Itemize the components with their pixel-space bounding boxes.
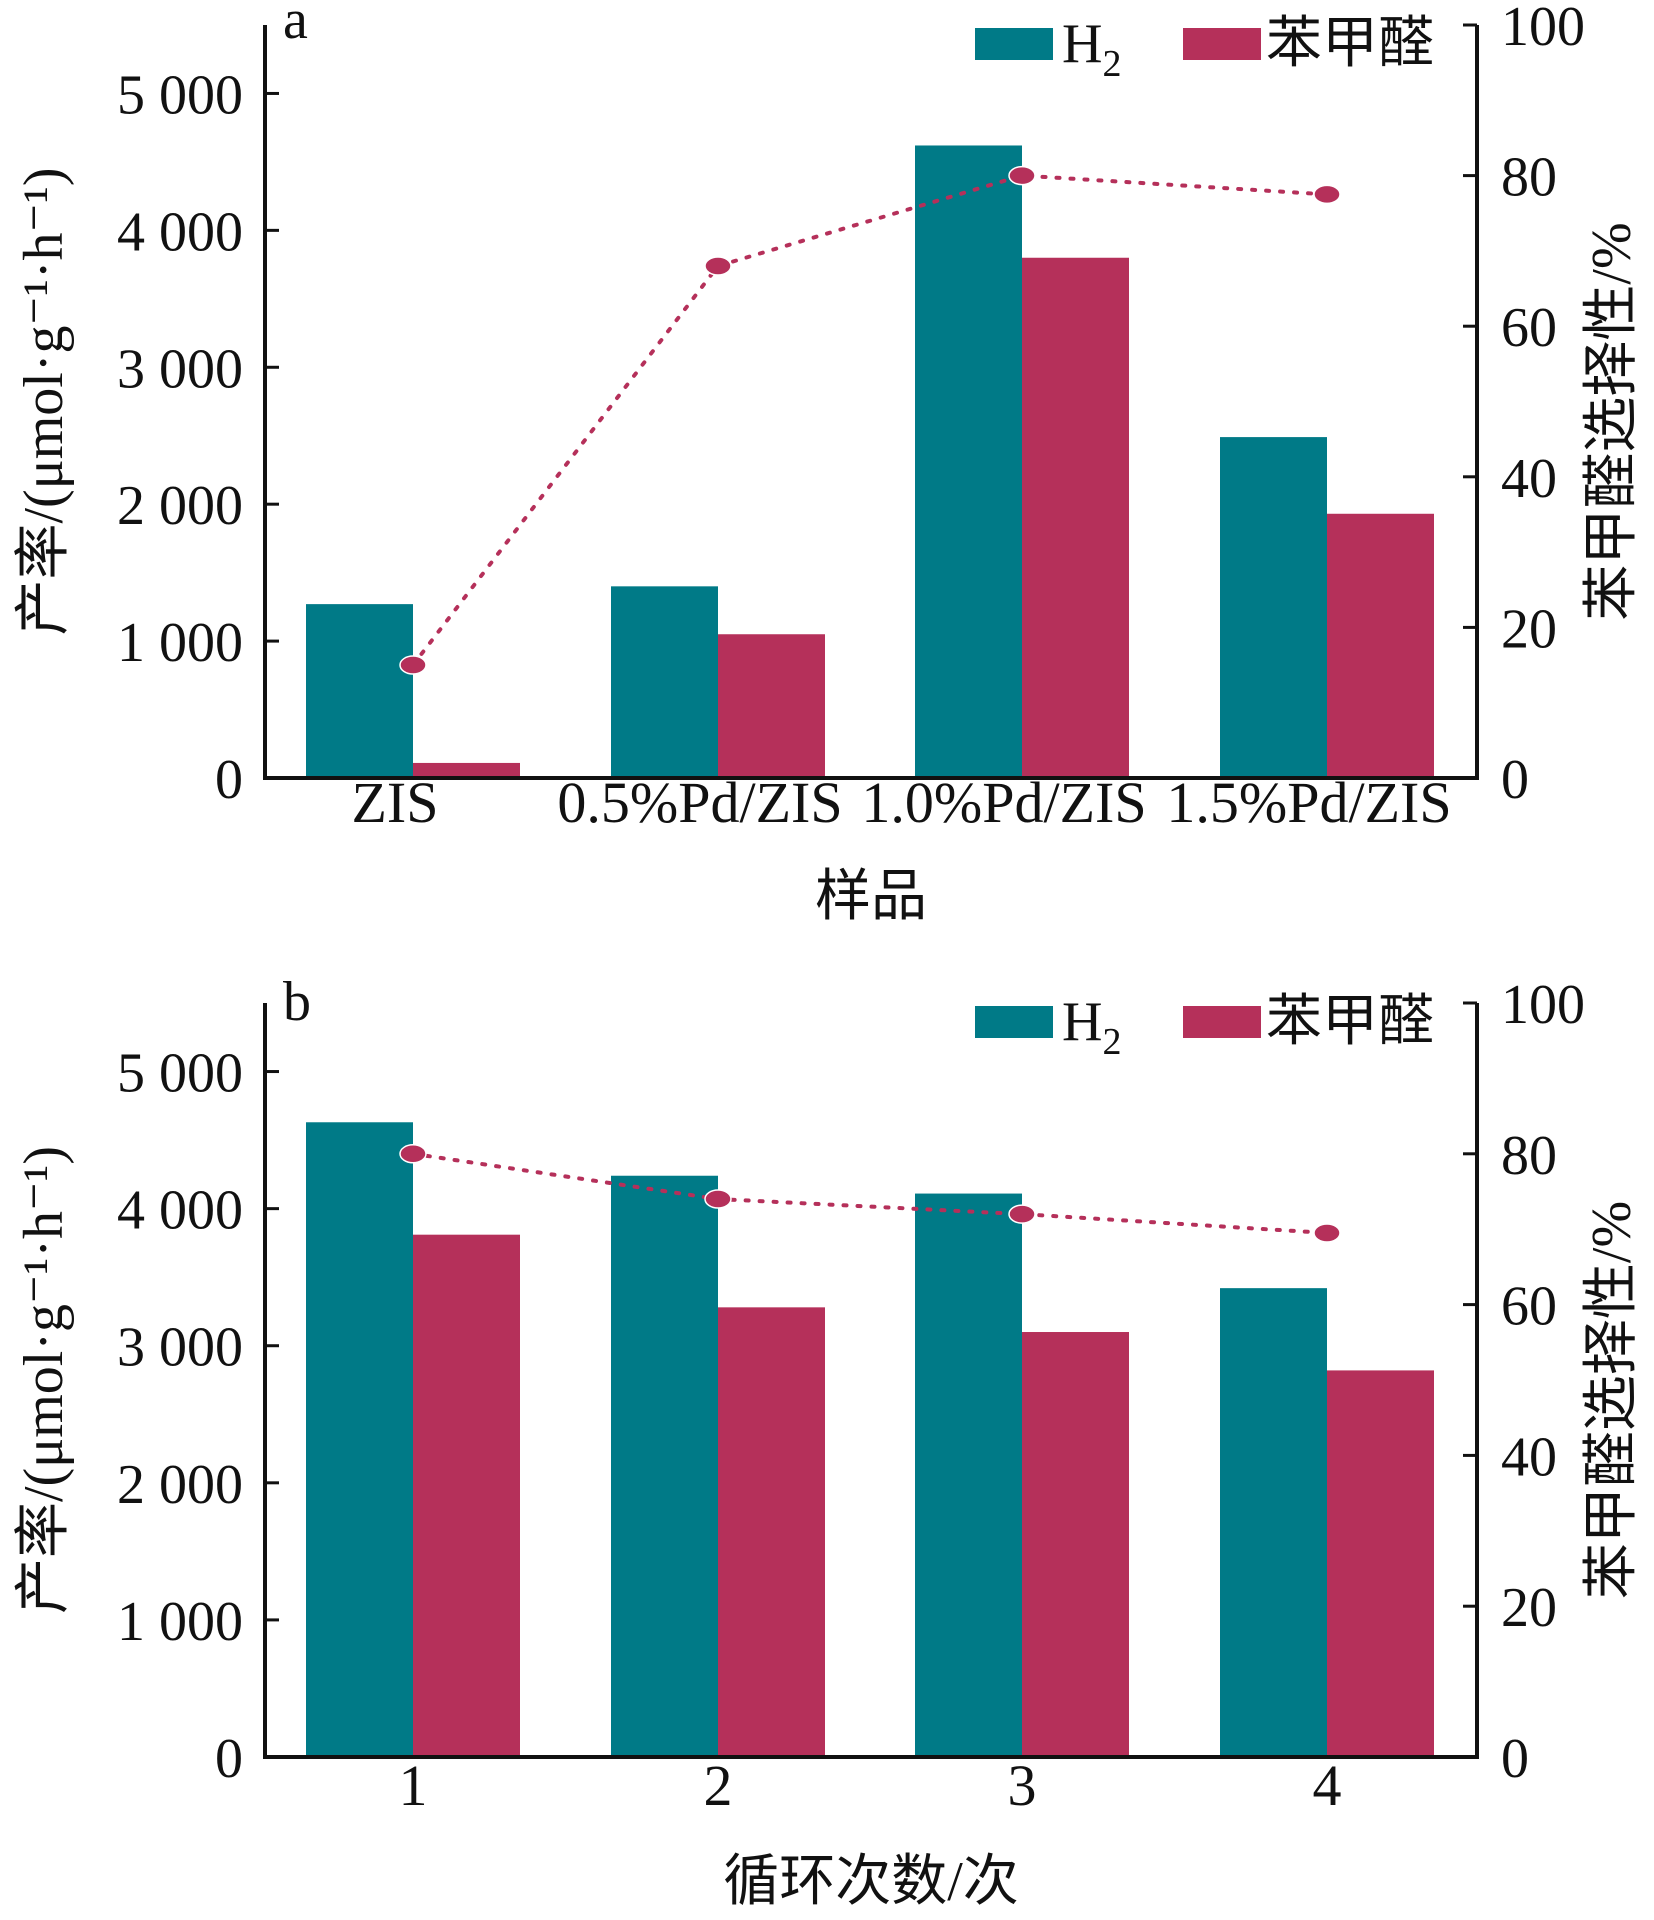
y-tick-label-left: 2 000 [117, 475, 243, 537]
selectivity-point-3 [1008, 1204, 1036, 1224]
selectivity-point-1 [399, 655, 427, 675]
x-tick-label: 4 [1313, 1753, 1342, 1818]
y-tick-label-right: 40 [1501, 1426, 1557, 1488]
bar-h2-2 [611, 586, 718, 778]
x-tick-label: 1 [399, 1753, 428, 1818]
y-tick-label-left: 2 000 [117, 1454, 243, 1516]
chart-panel-a: 0 1 000 2 000 3 000 4 000 5 000 0 20 40 60 80 100 ZI… [13, 0, 1643, 928]
y-tick-label-right: 60 [1501, 1276, 1557, 1338]
selectivity-line [411, 1151, 1329, 1235]
bar-h2-1 [306, 1122, 413, 1757]
bar-h2-4 [1220, 1288, 1327, 1757]
bar-benzaldehyde-2 [718, 634, 825, 778]
y-tick-label-left: 1 000 [117, 1591, 243, 1653]
y-tick-label-left: 4 000 [117, 201, 243, 263]
y-axis-title-left: 产率/(μmol·g⁻¹·h⁻¹) [13, 1146, 75, 1614]
bar-benzaldehyde-1 [413, 1234, 520, 1757]
y-tick-label-right: 0 [1501, 749, 1529, 811]
legend-swatch-benzaldehyde [1183, 28, 1261, 60]
legend-label-h2: H2 [1062, 13, 1121, 85]
y-tick-label-right: 80 [1501, 147, 1557, 209]
bar-h2-3 [915, 145, 1022, 779]
y-tick-label-left: 0 [215, 1728, 243, 1790]
y-tick-label-left: 3 000 [117, 1317, 243, 1379]
bar-h2-4 [1220, 437, 1327, 778]
bar-h2-2 [611, 1175, 718, 1757]
selectivity-point-4 [1313, 184, 1341, 205]
bar-h2-1 [306, 604, 413, 778]
legend-label-benzaldehyde: 苯甲醛 [1266, 991, 1434, 1053]
y-tick-label-right: 100 [1501, 0, 1585, 58]
x-tick-label: 0.5%Pd/ZIS [557, 770, 842, 835]
panel-label: b [283, 971, 311, 1033]
y-axis-title-left: 产率/(μmol·g⁻¹·h⁻¹) [13, 168, 75, 636]
y-tick-label-right: 80 [1501, 1125, 1557, 1187]
bar-benzaldehyde-4 [1327, 513, 1434, 778]
y-axis-title-right: 苯甲醛选择性/% [1581, 1201, 1643, 1599]
y-tick-label-right: 20 [1501, 1577, 1557, 1639]
y-tick-label-right: 60 [1501, 297, 1557, 359]
y-tick-label-left: 0 [215, 749, 243, 811]
selectivity-line [411, 173, 1329, 668]
y-tick-label-right: 0 [1501, 1728, 1529, 1790]
bar-benzaldehyde-3 [1022, 257, 1129, 778]
selectivity-point-4 [1313, 1223, 1341, 1243]
selectivity-point-2 [704, 1189, 732, 1209]
y-tick-label-left: 5 000 [117, 64, 243, 126]
selectivity-point-3 [1008, 165, 1036, 186]
y-tick-label-left: 4 000 [117, 1180, 243, 1242]
x-tick-label: 1.5%Pd/ZIS [1166, 770, 1451, 835]
legend-swatch-h2 [975, 1006, 1053, 1038]
y-tick-label-left: 5 000 [117, 1043, 243, 1105]
legend-label-benzaldehyde: 苯甲醛 [1266, 13, 1434, 75]
selectivity-point-2 [704, 256, 732, 276]
selectivity-point-1 [399, 1144, 427, 1164]
legend-swatch-benzaldehyde [1183, 1006, 1261, 1038]
bar-benzaldehyde-3 [1022, 1332, 1129, 1757]
bar-benzaldehyde-4 [1327, 1370, 1434, 1757]
bar-h2-3 [915, 1193, 1022, 1757]
y-axis-title-right: 苯甲醛选择性/% [1581, 222, 1643, 620]
x-axis-title: 样品 [815, 866, 927, 928]
y-tick-label-left: 3 000 [117, 338, 243, 400]
x-axis-title: 循环次数/次 [723, 1851, 1019, 1913]
panel-label: a [283, 0, 308, 51]
x-tick-label: 1.0%Pd/ZIS [861, 770, 1146, 835]
x-tick-label: ZIS [352, 770, 439, 835]
y-tick-label-right: 20 [1501, 598, 1557, 660]
chart-panel-b: 0 1 000 2 000 3 000 4 000 5 000 0 20 40 60 80 100 1 2… [13, 971, 1643, 1913]
legend-swatch-h2 [975, 28, 1053, 60]
y-tick-label-left: 1 000 [117, 612, 243, 674]
legend-label-h2: H2 [1062, 991, 1121, 1063]
x-tick-label: 2 [704, 1753, 733, 1818]
y-tick-label-right: 40 [1501, 448, 1557, 510]
y-tick-label-right: 100 [1501, 974, 1585, 1036]
x-tick-label: 3 [1008, 1753, 1037, 1818]
bar-benzaldehyde-2 [718, 1307, 825, 1757]
bar-benzaldehyde-1 [413, 762, 520, 778]
